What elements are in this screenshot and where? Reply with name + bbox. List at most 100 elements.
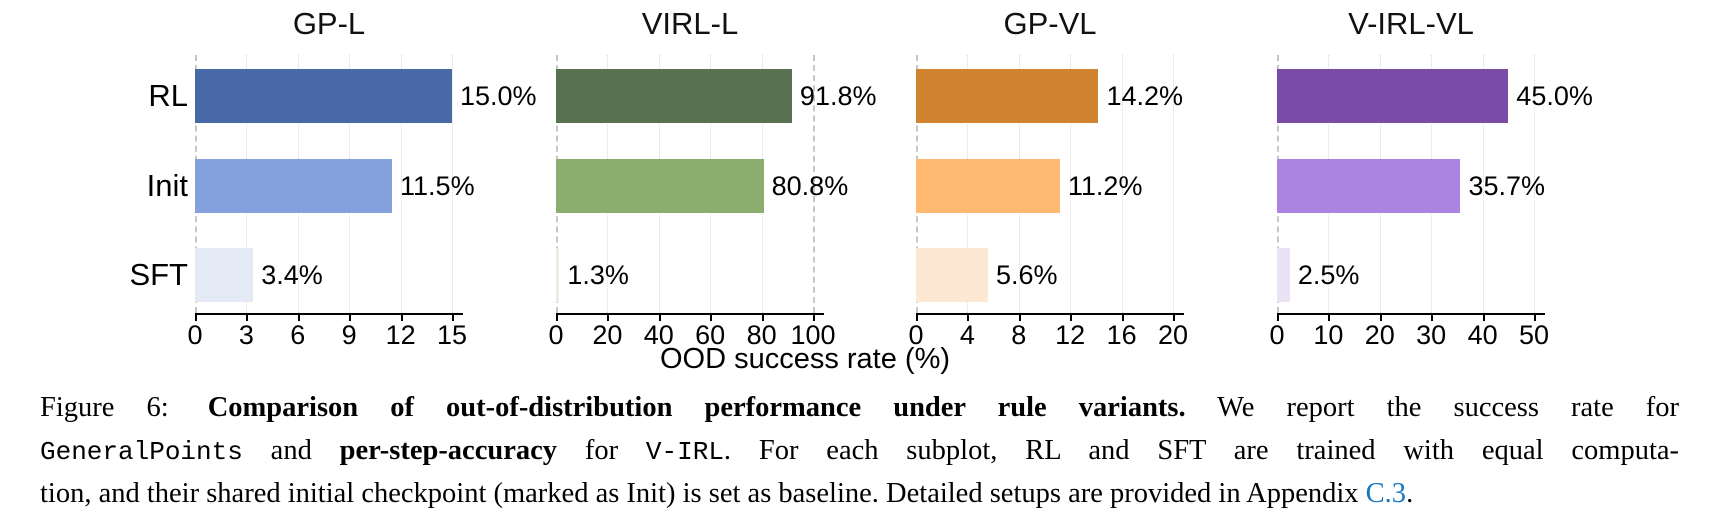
tick-mark (297, 313, 300, 321)
axis-tick-label: 3 (238, 320, 254, 350)
caption-text: tion, and their shared initial checkpoin… (40, 478, 1366, 509)
bar-value-label: 5.6% (995, 260, 1058, 290)
bar-value-label: 2.5% (1297, 260, 1360, 290)
caption-mono-generalpoints: GeneralPoints (40, 436, 243, 467)
axis-tick-label: 0 (1269, 320, 1285, 350)
bar-value-label: 14.2% (1106, 81, 1184, 111)
axis-tick-label: 30 (1416, 320, 1447, 350)
caption-text: We report the success rate for (1185, 392, 1680, 423)
row-label-init: Init (146, 167, 188, 203)
tick-mark (1534, 313, 1536, 321)
row-label-sft: SFT (129, 257, 188, 292)
x-axis-line (916, 313, 1184, 315)
caption-line-1: Figure 6: Comparison of out-of-distribut… (40, 387, 1679, 430)
tick-mark (761, 313, 764, 321)
axis-tick-label: 20 (592, 320, 623, 350)
bar-init (916, 158, 1060, 213)
axis-tick-label: 15 (436, 320, 468, 350)
bar-sft (195, 248, 254, 302)
bar-rl (556, 69, 792, 123)
axis-tick-label: 0 (187, 320, 203, 350)
axis-tick-label: 9 (341, 320, 357, 350)
gridline (1121, 55, 1123, 313)
caption-bold-per-step-accuracy: per-step-accuracy (339, 434, 558, 466)
tick-mark (1121, 313, 1124, 321)
axis-tick-label: 6 (290, 320, 306, 350)
bar-rl (916, 69, 1099, 123)
caption-text: and (242, 434, 340, 466)
bar-value-label: 80.8% (771, 170, 849, 201)
tick-mark (195, 313, 197, 321)
axis-tick-label: 20 (1157, 320, 1189, 350)
axis-tick-label: 0 (548, 320, 564, 350)
caption-mono-virl: V-IRL (645, 436, 724, 467)
axis-tick-label: 16 (1106, 320, 1137, 350)
caption-bold-title: Comparison of out-of-distribution perfor… (207, 392, 1186, 423)
x-axis-label: OOD success rate (%) (659, 343, 951, 375)
subplot-title: GP-L (292, 6, 366, 41)
tick-mark (967, 313, 970, 321)
bar-value-label: 11.2% (1067, 170, 1143, 201)
gridline (452, 55, 453, 313)
axis-tick-label: 8 (1011, 320, 1027, 350)
caption-figure-label: Figure 6: (40, 392, 201, 423)
axis-tick-label: 80 (746, 320, 777, 350)
subplot-title: V-IRL-VL (1348, 6, 1474, 41)
axis-tick-label: 0 (908, 320, 924, 350)
tick-mark (1018, 313, 1021, 321)
bar-init (1277, 158, 1461, 213)
tick-mark (1328, 313, 1331, 321)
appendix-c3-link[interactable]: C.3 (1365, 478, 1407, 509)
bar-sft (916, 248, 988, 302)
axis-tick-label: 60 (695, 320, 726, 350)
gridline (1070, 55, 1072, 313)
tick-mark (400, 313, 403, 321)
row-label-rl: RL (148, 78, 188, 113)
gridline (1173, 55, 1174, 313)
tick-mark (452, 313, 454, 321)
tick-mark (916, 313, 918, 321)
axis-tick-label: 4 (959, 320, 975, 350)
gridline (1482, 55, 1484, 313)
tick-mark (1173, 313, 1175, 321)
caption-line-3: tion, and their shared initial checkpoin… (40, 473, 1679, 516)
bar-sft (1277, 248, 1290, 302)
x-axis-line (556, 313, 824, 315)
tick-mark (607, 313, 610, 321)
caption-text: . For each subplot, RL and SFT are train… (723, 434, 1679, 466)
subplot-title: GP-VL (1003, 6, 1097, 41)
x-axis-line (1277, 313, 1545, 315)
tick-mark (1070, 313, 1073, 321)
bar-sft (556, 248, 560, 302)
bar-rl (1277, 69, 1509, 123)
bar-value-label: 91.8% (799, 81, 877, 111)
figure-caption: Figure 6: Comparison of out-of-distribut… (40, 387, 1679, 516)
tick-mark (658, 313, 661, 321)
axis-tick-label: 50 (1518, 320, 1550, 350)
caption-line-2: GeneralPoints and per-step-accuracy for … (40, 430, 1679, 474)
subplot-title: VIRL-L (641, 6, 739, 41)
bar-rl (195, 69, 452, 123)
tick-mark (349, 313, 352, 321)
bar-value-label: 45.0% (1516, 81, 1593, 111)
tick-mark (710, 313, 713, 321)
baseline-dashed-line (813, 55, 815, 313)
axis-tick-label: 20 (1364, 320, 1395, 350)
bar-value-label: 11.5% (400, 170, 475, 201)
caption-text: . (1406, 478, 1414, 509)
bar-init (195, 158, 393, 213)
axis-tick-label: 40 (643, 320, 674, 350)
x-axis-line (195, 313, 463, 315)
axis-tick-label: 12 (1055, 320, 1086, 350)
figure-6-bar-charts: GP-L 15.0% 11.5% 3.4% 0 3 6 9 12 15 VIRL-L 91.8% 80.… (129, 6, 1593, 375)
bar-value-label: 3.4% (261, 260, 323, 290)
tick-mark (246, 313, 249, 321)
tick-mark (556, 313, 558, 321)
bar-value-label: 15.0% (460, 81, 537, 111)
gridline (1534, 55, 1535, 313)
gridline (400, 55, 402, 313)
bar-value-label: 1.3% (567, 260, 629, 290)
bar-init (556, 158, 764, 213)
caption-text: for (557, 434, 646, 466)
axis-tick-label: 40 (1467, 320, 1498, 350)
